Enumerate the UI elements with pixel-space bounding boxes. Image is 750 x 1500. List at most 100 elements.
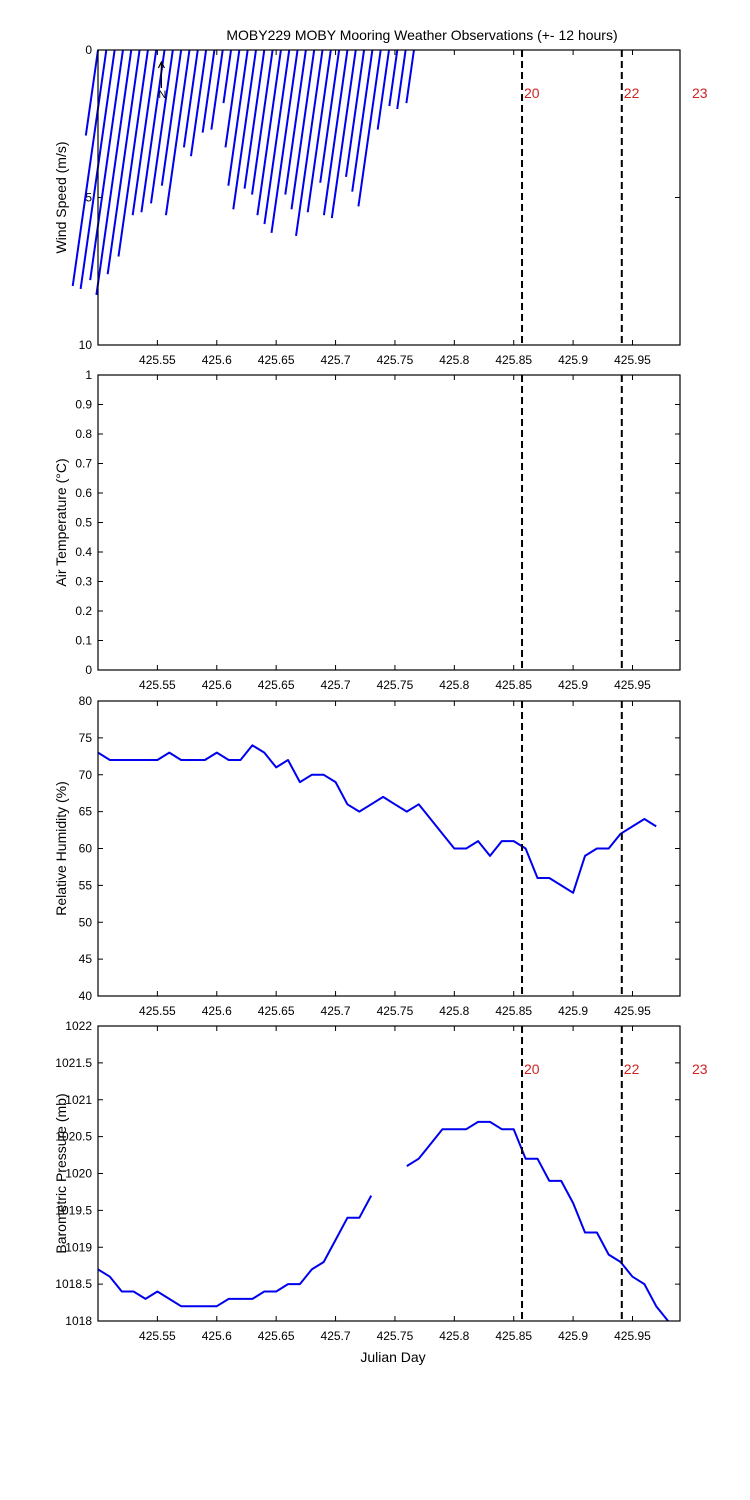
wind-stick bbox=[201, 49, 216, 133]
wind-stick bbox=[322, 49, 349, 216]
y-tick-label: 0.5 bbox=[75, 516, 92, 530]
figure-title: MOBY229 MOBY Mooring Weather Observation… bbox=[226, 27, 617, 43]
plot-frame bbox=[97, 700, 681, 997]
series-line bbox=[97, 1120, 669, 1322]
wind-stick bbox=[84, 49, 99, 136]
north-arrow-label: N bbox=[158, 89, 166, 101]
wind-stick bbox=[357, 49, 382, 207]
x-tick-label: 425.9 bbox=[558, 353, 588, 367]
event-label: 22 bbox=[624, 1061, 640, 1077]
event-label: 23 bbox=[692, 1061, 708, 1077]
x-tick-label: 425.85 bbox=[495, 678, 532, 692]
x-tick-label: 425.8 bbox=[439, 678, 469, 692]
y-tick-label: 1022 bbox=[65, 1019, 92, 1033]
wind-stick bbox=[95, 49, 133, 295]
y-tick-label: 40 bbox=[79, 989, 93, 1003]
panel-barometric_pressure: Barometric Pressure (mb) 1018 1018.5 1019 10… bbox=[53, 1019, 708, 1343]
x-tick-label: 425.7 bbox=[321, 678, 351, 692]
x-tick-label: 425.95 bbox=[614, 353, 651, 367]
x-tick-label: 425.85 bbox=[495, 1329, 532, 1343]
y-tick-label: 1018 bbox=[65, 1314, 92, 1328]
y-tick-label: 0 bbox=[85, 43, 92, 57]
wind-stick bbox=[319, 49, 341, 183]
wind-stick bbox=[243, 49, 266, 189]
wind-stick bbox=[405, 49, 415, 104]
x-tick-label: 425.85 bbox=[495, 1004, 532, 1018]
y-tick-label: 0.8 bbox=[75, 427, 92, 441]
y-axis-title: Air Temperature (°C) bbox=[53, 458, 69, 586]
y-tick-label: 55 bbox=[79, 878, 93, 892]
y-tick-label: 0.4 bbox=[75, 545, 92, 559]
x-tick-label: 425.8 bbox=[439, 353, 469, 367]
y-tick-label: 80 bbox=[79, 694, 93, 708]
wind-stick bbox=[71, 49, 108, 287]
y-axis-title: Wind Speed (m/s) bbox=[53, 141, 69, 253]
wind-stick bbox=[376, 49, 390, 130]
y-tick-label: 0.2 bbox=[75, 604, 92, 618]
x-tick-label: 425.6 bbox=[202, 1329, 232, 1343]
x-tick-label: 425.55 bbox=[139, 1329, 176, 1343]
plot-frame bbox=[97, 374, 681, 671]
x-tick-label: 425.75 bbox=[377, 1004, 414, 1018]
event-label: 23 bbox=[692, 85, 708, 101]
y-tick-label: 1021 bbox=[65, 1093, 92, 1107]
y-tick-label: 0.6 bbox=[75, 486, 92, 500]
x-tick-label: 425.65 bbox=[258, 1004, 295, 1018]
y-tick-label: 0 bbox=[85, 663, 92, 677]
event-label: 20 bbox=[524, 85, 540, 101]
y-axis-title: Relative Humidity (%) bbox=[53, 781, 69, 916]
x-tick-label: 425.8 bbox=[439, 1329, 469, 1343]
y-tick-label: 1018.5 bbox=[55, 1277, 92, 1291]
plot-frame bbox=[97, 1025, 681, 1322]
wind-stick bbox=[270, 49, 299, 234]
y-tick-label: 10 bbox=[79, 338, 93, 352]
wind-stick bbox=[210, 49, 224, 130]
x-tick-label: 425.55 bbox=[139, 678, 176, 692]
series-barometric_pressure bbox=[97, 1120, 669, 1322]
y-tick-label: 45 bbox=[79, 952, 93, 966]
x-tick-label: 425.55 bbox=[139, 1004, 176, 1018]
wind-stick bbox=[106, 49, 141, 275]
x-tick-label: 425.65 bbox=[258, 678, 295, 692]
series-line bbox=[97, 744, 657, 894]
wind-stick bbox=[189, 49, 208, 157]
x-tick-label: 425.8 bbox=[439, 1004, 469, 1018]
x-tick-label: 425.9 bbox=[558, 678, 588, 692]
panel-relative_humidity: Relative Humidity (%) 40 45 50 55 60 65 70 75 80 4… bbox=[53, 694, 681, 1018]
wind-stick bbox=[256, 49, 282, 216]
wind-stick bbox=[149, 49, 174, 204]
x-tick-label: 425.65 bbox=[258, 353, 295, 367]
wind-stick bbox=[131, 49, 158, 216]
x-axis-title: Julian Day bbox=[360, 1349, 425, 1365]
y-tick-label: 0.3 bbox=[75, 575, 92, 589]
x-tick-label: 425.9 bbox=[558, 1004, 588, 1018]
plot-frame bbox=[97, 49, 681, 346]
x-tick-label: 425.7 bbox=[321, 353, 351, 367]
wind-stick bbox=[295, 49, 324, 236]
x-tick-label: 425.95 bbox=[614, 678, 651, 692]
wind-stick bbox=[227, 49, 249, 186]
wind-stick bbox=[251, 49, 274, 195]
y-tick-label: 5 bbox=[85, 191, 92, 205]
event-label: 20 bbox=[524, 1061, 540, 1077]
wind-stick bbox=[89, 49, 124, 281]
x-tick-label: 425.75 bbox=[377, 353, 414, 367]
wind-stick bbox=[117, 49, 149, 257]
wind-stick bbox=[345, 49, 366, 177]
x-tick-label: 425.7 bbox=[321, 1004, 351, 1018]
y-tick-label: 70 bbox=[79, 768, 93, 782]
x-tick-label: 425.75 bbox=[377, 1329, 414, 1343]
wind-stick bbox=[263, 49, 291, 225]
wind-stick bbox=[290, 49, 316, 210]
y-tick-label: 1019 bbox=[65, 1240, 92, 1254]
wind-stick bbox=[284, 49, 307, 195]
series-relative_humidity bbox=[97, 744, 657, 894]
wind-stick bbox=[164, 49, 191, 216]
y-tick-label: 65 bbox=[79, 805, 93, 819]
y-tick-label: 60 bbox=[79, 842, 93, 856]
y-tick-label: 1020 bbox=[65, 1167, 92, 1181]
x-tick-label: 425.95 bbox=[614, 1004, 651, 1018]
x-tick-label: 425.6 bbox=[202, 678, 232, 692]
wind-stick bbox=[160, 49, 183, 186]
